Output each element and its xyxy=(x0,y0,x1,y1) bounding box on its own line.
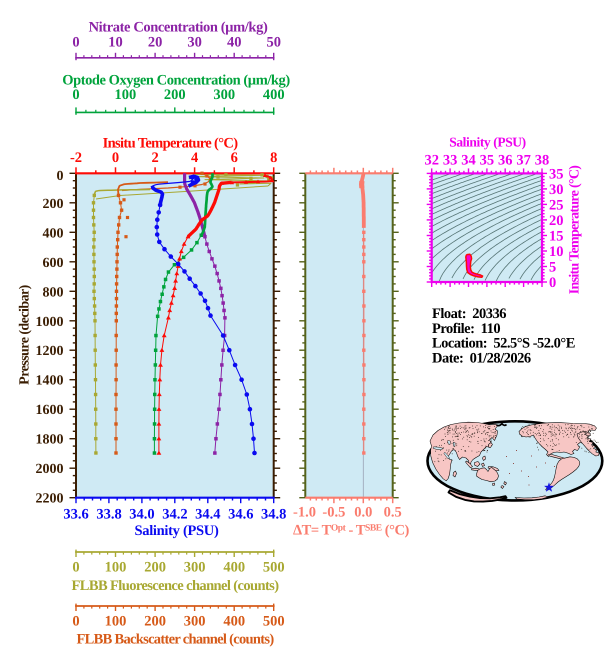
svg-text:0.0: 0.0 xyxy=(354,505,372,521)
svg-text:FLBB Backscatter channel (coun: FLBB Backscatter channel (counts) xyxy=(77,631,275,647)
svg-text:32: 32 xyxy=(424,153,439,169)
svg-text:500: 500 xyxy=(263,560,285,576)
svg-text:0: 0 xyxy=(72,87,79,103)
svg-text:400: 400 xyxy=(223,560,245,576)
svg-text:34.6: 34.6 xyxy=(228,507,253,523)
svg-text:200: 200 xyxy=(164,87,186,103)
svg-text:2: 2 xyxy=(151,150,158,166)
svg-text:8: 8 xyxy=(270,150,277,166)
svg-text:1600: 1600 xyxy=(36,403,64,418)
svg-text:34.8: 34.8 xyxy=(261,507,286,523)
svg-text:400: 400 xyxy=(223,614,245,630)
svg-text:Salinity (PSU): Salinity (PSU) xyxy=(134,523,218,539)
svg-text:Insitu Temperature (°C): Insitu Temperature (°C) xyxy=(568,165,583,295)
svg-text:300: 300 xyxy=(213,87,235,103)
svg-text:1200: 1200 xyxy=(36,344,64,359)
svg-text:34.4: 34.4 xyxy=(195,507,220,523)
svg-text:1000: 1000 xyxy=(36,315,64,330)
svg-text:33: 33 xyxy=(443,153,458,169)
svg-text:Date: 01/28/2026: Date: 01/28/2026 xyxy=(432,350,531,366)
svg-text:0: 0 xyxy=(112,150,119,166)
svg-text:30: 30 xyxy=(187,35,202,51)
svg-text:300: 300 xyxy=(184,560,206,576)
svg-text:1800: 1800 xyxy=(36,433,64,448)
svg-text:800: 800 xyxy=(43,285,64,300)
svg-text:20: 20 xyxy=(148,35,163,51)
svg-text:400: 400 xyxy=(43,226,64,241)
svg-text:-2: -2 xyxy=(70,150,82,166)
svg-text:35: 35 xyxy=(480,153,495,169)
svg-text:Optode Oxygen Concentration (µ: Optode Oxygen Concentration (µm/kg) xyxy=(62,73,290,89)
svg-text:34.2: 34.2 xyxy=(162,507,187,523)
svg-text:100: 100 xyxy=(115,87,137,103)
svg-text:2200: 2200 xyxy=(36,492,64,507)
svg-text:100: 100 xyxy=(105,614,127,630)
svg-text:400: 400 xyxy=(263,87,285,103)
svg-text:0: 0 xyxy=(72,35,79,51)
svg-text:1400: 1400 xyxy=(36,374,64,389)
svg-text:4: 4 xyxy=(191,150,198,166)
svg-text:ΔT= TOpt - TSBE (°C): ΔT= TOpt - TSBE (°C) xyxy=(293,523,410,539)
svg-text:FLBB Fluorescence channel (cou: FLBB Fluorescence channel (counts) xyxy=(72,578,280,594)
svg-text:100: 100 xyxy=(105,560,127,576)
svg-text:10: 10 xyxy=(108,35,123,51)
svg-text:2000: 2000 xyxy=(36,462,64,477)
svg-text:200: 200 xyxy=(43,197,64,212)
svg-text:20: 20 xyxy=(549,213,564,229)
svg-text:Insitu Temperature (°C): Insitu Temperature (°C) xyxy=(103,136,239,152)
svg-text:Profile: 110: Profile: 110 xyxy=(432,321,500,337)
svg-text:-0.5: -0.5 xyxy=(322,505,345,521)
svg-text:25: 25 xyxy=(549,197,564,213)
svg-text:30: 30 xyxy=(549,182,564,198)
svg-text:200: 200 xyxy=(144,614,166,630)
svg-text:Nitrate Concentration (µm/kg): Nitrate Concentration (µm/kg) xyxy=(89,20,268,36)
svg-text:37: 37 xyxy=(516,153,531,169)
svg-text:Float: 20336: Float: 20336 xyxy=(432,306,506,322)
svg-text:0.5: 0.5 xyxy=(384,505,402,521)
svg-text:600: 600 xyxy=(43,256,64,271)
svg-text:40: 40 xyxy=(227,35,242,51)
svg-text:300: 300 xyxy=(184,614,206,630)
svg-text:34: 34 xyxy=(461,153,476,169)
svg-text:38: 38 xyxy=(535,153,550,169)
svg-text:33.6: 33.6 xyxy=(63,507,88,523)
svg-text:10: 10 xyxy=(549,244,564,260)
svg-text:500: 500 xyxy=(263,614,285,630)
svg-text:50: 50 xyxy=(266,35,281,51)
svg-text:0: 0 xyxy=(72,560,79,576)
svg-text:6: 6 xyxy=(231,150,238,166)
svg-text:0: 0 xyxy=(549,275,556,291)
svg-text:Location: 52.5°S -52.0°E: Location: 52.5°S -52.0°E xyxy=(432,336,575,352)
svg-text:0: 0 xyxy=(72,614,79,630)
svg-text:36: 36 xyxy=(498,153,513,169)
svg-text:200: 200 xyxy=(144,560,166,576)
svg-text:34.0: 34.0 xyxy=(129,507,154,523)
svg-text:-1.0: -1.0 xyxy=(293,505,316,521)
svg-text:33.8: 33.8 xyxy=(96,507,121,523)
svg-text:Salinity (PSU): Salinity (PSU) xyxy=(449,134,526,149)
svg-text:Pressure (decibar): Pressure (decibar) xyxy=(18,284,33,384)
svg-text:35: 35 xyxy=(549,166,564,182)
svg-text:0: 0 xyxy=(57,169,64,184)
svg-text:5: 5 xyxy=(549,260,556,276)
svg-text:15: 15 xyxy=(549,229,564,245)
